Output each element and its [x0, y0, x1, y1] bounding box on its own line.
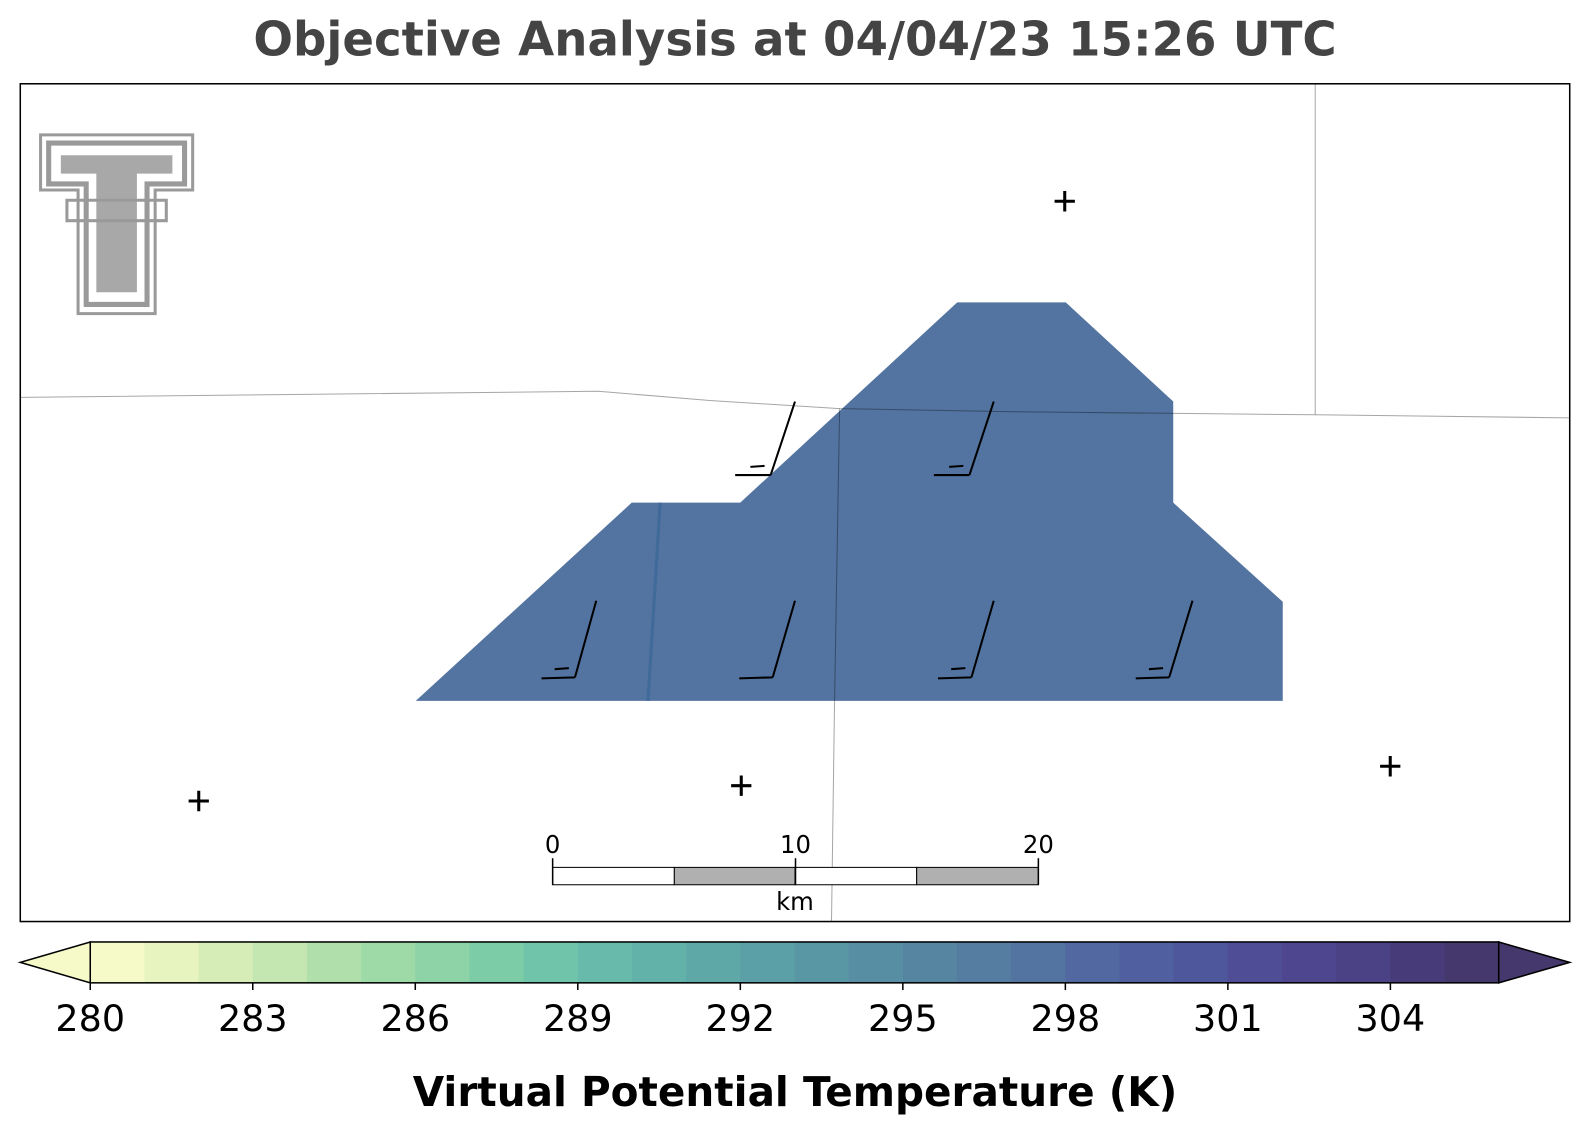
colorbar-tick-label: 289 — [543, 997, 613, 1040]
colorbar-extend-min — [17, 940, 92, 984]
colorbar-tick-label: 292 — [705, 997, 775, 1040]
colorbar-swatch — [902, 941, 958, 983]
colorbar-tick-label: 301 — [1193, 997, 1263, 1040]
wind-barb — [937, 600, 995, 680]
colorbar-tick-label: 283 — [218, 997, 288, 1040]
scale-segment — [673, 866, 796, 886]
colorbar-swatch — [469, 941, 525, 983]
colorbar-tick-label: 295 — [868, 997, 938, 1040]
logo-inner — [46, 140, 188, 308]
colorbar-swatch — [144, 941, 200, 983]
station-marker — [731, 775, 752, 796]
wind-barb — [739, 600, 796, 680]
colorbar-swatch — [523, 941, 579, 983]
logo-fill — [60, 155, 173, 293]
wind-barbs — [541, 401, 1194, 680]
colorbar-swatch — [957, 941, 1012, 983]
colorbar-swatch — [631, 941, 687, 983]
colorbar-swatch — [1119, 941, 1175, 983]
colorbar-swatch — [794, 941, 850, 983]
field-seam — [646, 502, 662, 701]
chart-title: Objective Analysis at 04/04/23 15:26 UTC — [253, 13, 1336, 67]
scale-bar: km 0 10 20 — [545, 830, 1054, 916]
logo — [39, 133, 195, 316]
station-marker — [188, 790, 209, 812]
colorbar-label: Virtual Potential Temperature (K) — [413, 1068, 1177, 1116]
colorbar: 280 283 286 289 292 295 298 301 304 — [17, 940, 1573, 1040]
scale-tick-label: 10 — [780, 830, 811, 859]
logo-bar — [65, 198, 168, 223]
logo-outline — [39, 133, 195, 316]
colorbar-swatch — [1444, 941, 1500, 983]
wind-barb — [933, 401, 995, 477]
colorbar-swatch — [848, 941, 904, 983]
wind-barb — [735, 401, 796, 477]
scale-segment — [552, 866, 675, 886]
scale-tick-label: 20 — [1023, 830, 1054, 859]
colorbar-swatch — [1282, 941, 1337, 983]
colorbar-swatch — [686, 941, 741, 983]
colorbar-swatch — [1227, 941, 1283, 983]
colorbar-tick-label: 304 — [1356, 997, 1426, 1040]
colorbar-swatch — [1011, 941, 1066, 983]
colorbar-swatch — [361, 941, 416, 983]
station-markers — [188, 191, 1401, 812]
colorbar-frame — [89, 941, 1500, 984]
station-marker — [1380, 756, 1401, 777]
colorbar-tick-label: 280 — [55, 997, 125, 1040]
colorbar-swatch — [577, 941, 633, 983]
scale-unit: km — [776, 887, 814, 916]
wind-barb — [1135, 600, 1194, 680]
station-marker — [1054, 191, 1075, 212]
wind-barb — [541, 600, 598, 680]
colorbar-extend-max — [1497, 940, 1573, 984]
scale-segment — [916, 866, 1039, 886]
boundary-line — [20, 390, 1570, 419]
colorbar-swatch — [90, 941, 145, 983]
colorbar-tick-label: 286 — [380, 997, 450, 1040]
colorbar-swatch — [415, 941, 470, 983]
colorbar-swatch — [1390, 941, 1446, 983]
scale-segment — [794, 866, 918, 886]
colorbar-swatch — [306, 941, 362, 983]
colorbar-swatch — [252, 941, 308, 983]
colorbar-tick-label: 298 — [1031, 997, 1101, 1040]
analysis-field — [415, 302, 1283, 701]
colorbar-swatch — [198, 941, 254, 983]
colorbar-swatch — [1065, 941, 1121, 983]
boundary-line — [830, 408, 841, 922]
scale-tick-label: 0 — [545, 830, 560, 859]
colorbar-swatch — [740, 941, 795, 983]
colorbar-swatch — [1173, 941, 1229, 983]
map: km 0 10 20 — [19, 83, 1571, 923]
colorbar-swatch — [1336, 941, 1391, 983]
